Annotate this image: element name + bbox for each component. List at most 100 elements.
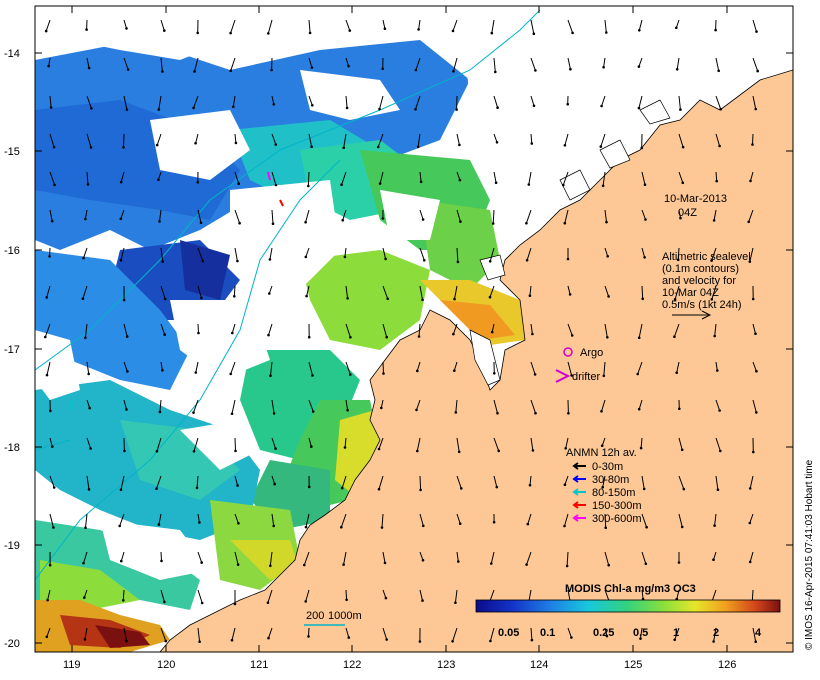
velocity-arrow: [491, 323, 495, 333]
argo-marker: Argo: [563, 347, 603, 359]
velocity-arrow-head: [637, 106, 641, 110]
velocity-arrow-head: [377, 447, 381, 451]
velocity-arrow-head: [570, 636, 573, 639]
velocity-arrow: [345, 589, 348, 600]
velocity-arrow-head: [456, 260, 460, 264]
velocity-arrow: [234, 171, 240, 184]
velocity-arrow-head: [231, 331, 234, 335]
velocity-arrow-head: [636, 372, 639, 376]
velocity-arrow-head: [125, 335, 129, 338]
velocity-arrow: [234, 551, 239, 565]
lat-tick-label: -16: [4, 245, 20, 257]
velocity-arrow: [379, 171, 384, 184]
velocity-arrow: [715, 171, 718, 182]
velocity-arrow: [86, 361, 90, 374]
velocity-arrow-head: [458, 522, 462, 525]
velocity-arrow-head: [304, 220, 307, 224]
velocity-arrow-head: [532, 104, 536, 108]
velocity-arrow-head: [155, 143, 159, 147]
velocity-arrow: [345, 627, 350, 638]
velocity-arrow: [419, 589, 423, 601]
velocity-arrow-head: [89, 447, 92, 450]
velocity-arrow-head: [340, 183, 343, 186]
velocity-arrow: [749, 551, 754, 563]
velocity-arrow-head: [161, 369, 164, 372]
velocity-arrow-head: [49, 106, 53, 109]
velocity-arrow-head: [158, 220, 161, 223]
velocity-arrow-head: [84, 336, 87, 340]
velocity-arrow-head: [378, 107, 381, 111]
velocity-arrow-head: [50, 219, 54, 223]
velocity-arrow: [268, 323, 273, 336]
velocity-arrow: [416, 399, 421, 411]
velocity-arrow-head: [232, 105, 235, 108]
velocity-arrow-head: [307, 335, 311, 339]
velocity-arrow-head: [194, 371, 198, 374]
velocity-arrow-head: [119, 258, 123, 262]
velocity-arrow-head: [48, 563, 52, 567]
velocity-arrow: [47, 589, 51, 601]
velocity-arrow-head: [719, 449, 722, 453]
velocity-arrow: [567, 361, 573, 376]
velocity-arrow-head: [682, 487, 686, 491]
velocity-arrow-head: [346, 297, 349, 300]
velocity-arrow-head: [643, 183, 647, 186]
velocity-arrow: [752, 19, 757, 32]
velocity-arrow-head: [417, 28, 420, 31]
velocity-arrow-head: [234, 141, 238, 145]
velocity-arrow: [271, 209, 274, 224]
velocity-arrow-head: [53, 183, 56, 187]
velocity-arrow: [678, 171, 684, 183]
velocity-arrow: [752, 323, 756, 334]
velocity-arrow-head: [755, 30, 758, 33]
velocity-arrow: [674, 285, 680, 300]
velocity-arrow: [564, 513, 569, 527]
velocity-arrow: [455, 399, 458, 413]
velocity-arrow: [48, 57, 51, 67]
velocity-arrow: [530, 57, 536, 71]
velocity-arrow: [194, 57, 199, 72]
velocity-arrow-head: [422, 524, 425, 528]
velocity-arrow: [271, 133, 277, 145]
velocity-arrow-head: [163, 29, 166, 32]
velocity-arrow: [345, 19, 351, 31]
velocity-arrow: [566, 551, 569, 567]
lat-tick-label: -14: [4, 48, 20, 60]
velocity-arrow-head: [230, 638, 234, 642]
svg-text:Altimetric sealevel: Altimetric sealevel: [662, 251, 751, 263]
velocity-arrow-head: [155, 450, 159, 453]
velocity-arrow: [419, 171, 422, 182]
velocity-arrow-head: [749, 179, 752, 183]
velocity-arrow: [638, 323, 643, 338]
velocity-arrow-head: [637, 65, 641, 68]
velocity-arrow-head: [45, 635, 49, 639]
velocity-arrow: [160, 247, 164, 262]
velocity-arrow: [641, 513, 648, 528]
velocity-arrow-head: [716, 488, 720, 492]
velocity-arrow-head: [495, 141, 499, 144]
velocity-arrow: [197, 323, 199, 334]
velocity-arrow-head: [673, 298, 677, 301]
colorbar-tick-label: 0.05: [498, 627, 519, 639]
velocity-arrow-head: [494, 181, 498, 184]
velocity-arrow-head: [125, 408, 128, 411]
velocity-arrow: [195, 133, 199, 144]
velocity-arrow-head: [229, 31, 232, 35]
velocity-arrow-head: [675, 371, 678, 375]
velocity-arrow: [417, 133, 421, 147]
velocity-arrow: [120, 209, 125, 219]
velocity-arrow: [268, 627, 273, 639]
velocity-arrow: [454, 285, 458, 300]
velocity-arrow: [382, 247, 387, 260]
velocity-arrow: [120, 475, 125, 490]
velocity-arrow: [604, 247, 609, 257]
velocity-arrow-head: [497, 449, 501, 453]
velocity-arrow-head: [719, 107, 722, 111]
velocity-arrow-head: [83, 596, 86, 599]
velocity-arrow: [83, 551, 88, 564]
velocity-arrow-head: [640, 146, 643, 150]
lon-tick-label: 126: [718, 659, 736, 671]
velocity-arrow: [567, 627, 572, 638]
velocity-arrow-head: [525, 563, 528, 566]
velocity-arrow-head: [678, 407, 681, 411]
